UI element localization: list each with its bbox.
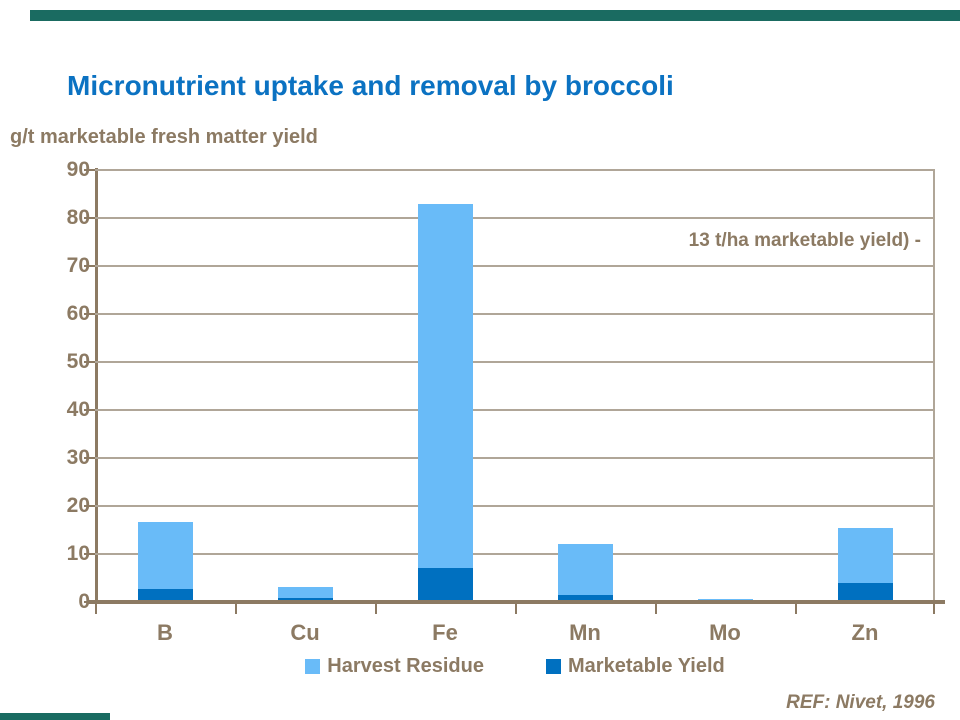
y-axis-line [95, 168, 98, 604]
chart-legend: Harvest Residue Marketable Yield [95, 655, 935, 678]
x-axis-label-zn: Zn [851, 620, 879, 645]
y-axis-label-40: 40 [66, 398, 90, 421]
y-axis-label-90: 90 [66, 158, 90, 181]
y-axis-tick-70 [84, 265, 95, 267]
gridline-50 [95, 361, 935, 363]
gridline-30 [95, 457, 935, 459]
y-axis-tick-60 [84, 313, 95, 315]
plot-area: 13 t/ha marketable yield) - 0 10 20 30 40 50 6… [67, 158, 935, 645]
bar-mn-marketable-yield [557, 594, 613, 602]
bottom-accent-bar [0, 713, 110, 720]
gridline-80 [95, 217, 935, 219]
y-axis-label-50: 50 [66, 350, 90, 373]
x-axis-tick-6 [933, 604, 935, 614]
chart-annotation: 13 t/ha marketable yield) - [688, 230, 921, 251]
plot-right-border [933, 170, 935, 602]
y-axis-tick-50 [84, 361, 95, 363]
bar-b-harvest-residue [137, 522, 193, 589]
bar-fe-harvest-residue [417, 203, 473, 569]
legend-swatch-icon [546, 659, 561, 674]
y-axis-tick-20 [84, 505, 95, 507]
x-axis-label-mo: Mo [709, 620, 741, 645]
y-axis-label-80: 80 [66, 206, 90, 229]
legend-label: Harvest Residue [327, 655, 484, 677]
x-axis-tick-3 [515, 604, 517, 614]
x-axis-label-cu: Cu [290, 620, 320, 645]
legend-item-harvest-residue: Harvest Residue [305, 655, 484, 678]
y-axis-tick-10 [84, 553, 95, 555]
y-axis-label-0: 0 [78, 590, 90, 613]
y-axis-tick-30 [84, 457, 95, 459]
bar-mn-harvest-residue [557, 544, 613, 595]
gridline-70 [95, 265, 935, 267]
x-axis-tick-4 [655, 604, 657, 614]
x-axis-tick-0 [95, 604, 97, 614]
y-axis-label-30: 30 [66, 446, 90, 469]
x-axis-label-mn: Mn [569, 620, 601, 645]
gridline-90 [95, 169, 935, 171]
gridline-20 [95, 505, 935, 507]
gridline-60 [95, 313, 935, 315]
y-axis-tick-90 [84, 169, 95, 171]
x-axis-tick-5 [795, 604, 797, 614]
x-axis-tick-2 [375, 604, 377, 614]
legend-swatch-icon [305, 659, 321, 674]
top-accent-bar [30, 10, 960, 21]
gridline-10 [95, 553, 935, 555]
y-axis-label-10: 10 [66, 542, 90, 565]
bar-cu-harvest-residue [277, 586, 333, 599]
y-axis-tick-80 [84, 217, 95, 219]
x-axis-tick-1 [235, 604, 237, 614]
x-axis-line [87, 600, 945, 604]
y-axis-label-20: 20 [66, 494, 90, 517]
y-axis-label-60: 60 [66, 302, 90, 325]
bar-zn-marketable-yield [837, 582, 893, 602]
y-axis-tick-40 [84, 409, 95, 411]
y-axis-unit-label: g/t marketable fresh matter yield [10, 126, 318, 148]
x-axis-label-b: B [157, 620, 173, 645]
reference-text: REF: Nivet, 1996 [786, 692, 935, 713]
bar-fe-marketable-yield [417, 568, 473, 602]
bar-b-marketable-yield [137, 588, 193, 602]
x-axis-label-fe: Fe [432, 620, 458, 645]
bar-zn-harvest-residue [837, 527, 893, 583]
legend-label: Marketable Yield [568, 655, 725, 677]
slide-title: Micronutrient uptake and removal by broc… [67, 70, 674, 101]
y-axis-label-70: 70 [66, 254, 90, 277]
legend-item-marketable-yield: Marketable Yield [546, 655, 725, 678]
gridline-40 [95, 409, 935, 411]
